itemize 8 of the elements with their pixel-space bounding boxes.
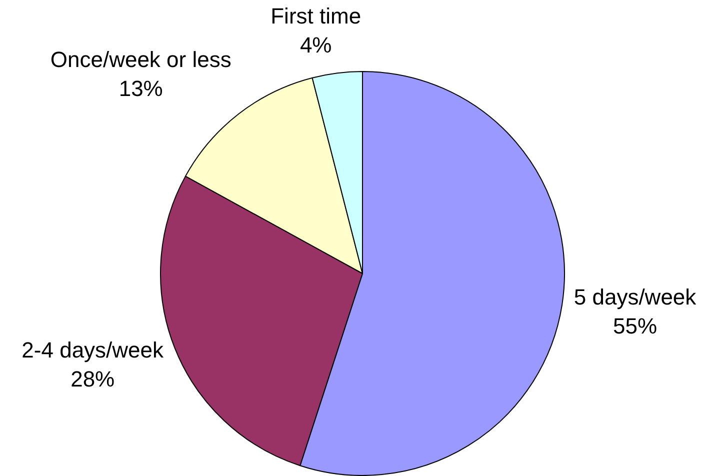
slice-label: 5 days/week — [574, 284, 698, 310]
data-label: 55% — [612, 313, 658, 338]
slice-label: Once/week or less — [50, 46, 232, 72]
slice-label: 2-4 days/week — [22, 338, 165, 363]
data-label: 4% — [300, 32, 332, 58]
data-label: 13% — [118, 76, 163, 101]
data-label: 28% — [70, 366, 115, 392]
slice-label: First time — [270, 4, 362, 29]
